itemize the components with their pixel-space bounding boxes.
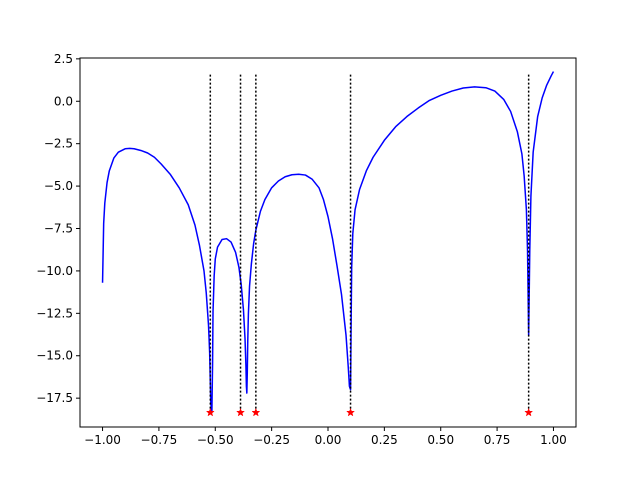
star-marker [524, 407, 534, 417]
y-tick-label: −7.5 [44, 222, 73, 236]
y-axis: 2.5 0.0 −2.5 −5.0 −7.5 −10.0 −12.5 −15.0 −17.5 [36, 52, 80, 405]
y-tick-label: −2.5 [44, 137, 73, 151]
x-tick-label: −0.75 [141, 433, 178, 447]
y-tick-label: −15.0 [36, 349, 73, 363]
star-marker [205, 407, 215, 417]
series-line [101, 71, 555, 413]
y-tick-label: −12.5 [36, 306, 73, 320]
x-tick-label: −0.50 [197, 433, 234, 447]
x-tick-label: 0.25 [371, 433, 398, 447]
y-tick-label: 0.0 [54, 94, 73, 108]
plot-area [101, 71, 555, 417]
y-tick-label: −10.0 [36, 264, 73, 278]
star-marker [236, 407, 245, 417]
y-tick-label: −17.5 [36, 391, 73, 405]
x-tick-label: −0.25 [253, 433, 290, 447]
x-tick-label: 0.75 [484, 433, 511, 447]
y-tick-label: 2.5 [54, 52, 73, 66]
x-tick-label: 0.50 [427, 433, 454, 447]
x-tick-label: 0.00 [315, 433, 342, 447]
star-marker [251, 407, 261, 417]
star-marker [346, 407, 356, 417]
x-tick-label: −1.00 [84, 433, 121, 447]
x-axis: −1.00 −0.75 −0.50 −0.25 0.00 0.25 0.50 0.75 1.00 [84, 427, 567, 447]
y-tick-label: −5.0 [44, 179, 73, 193]
x-tick-label: 1.00 [540, 433, 567, 447]
